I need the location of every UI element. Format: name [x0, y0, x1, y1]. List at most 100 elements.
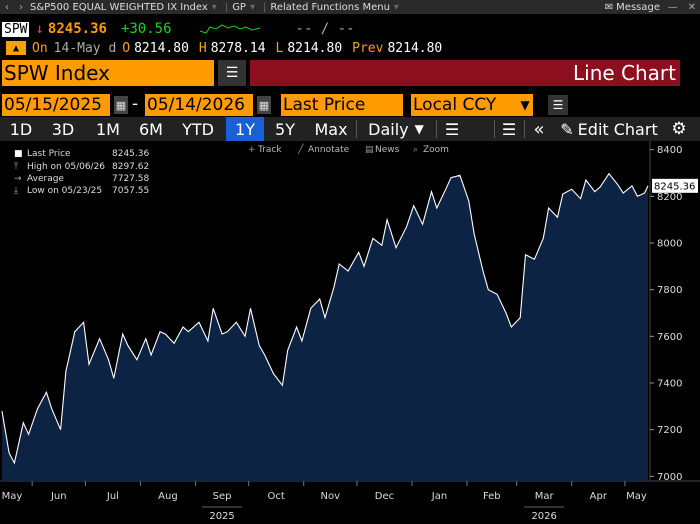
chart-type-title: Line Chart	[250, 60, 680, 86]
tool-track-icon[interactable]: +	[248, 145, 256, 155]
envelope-icon: ✉	[604, 1, 614, 13]
period-1m[interactable]: 1M	[96, 119, 120, 139]
calendar-icon[interactable]: ▦	[114, 96, 128, 114]
period-1y[interactable]: 1Y	[226, 117, 264, 141]
year-label: 2026	[531, 511, 556, 522]
tool-zoom[interactable]: Zoom	[423, 145, 449, 155]
legend-value: 8245.36	[112, 149, 149, 159]
last-value-tag: 8245.36	[654, 181, 695, 192]
period-max[interactable]: Max	[314, 119, 348, 139]
menu-icon[interactable]: ☰	[548, 95, 568, 115]
menu-icon[interactable]: ☰	[444, 119, 460, 139]
end-date-field[interactable]: 05/14/2026	[145, 94, 253, 116]
legend-label: Last Price	[27, 149, 71, 159]
start-date-field[interactable]: 05/15/2025	[2, 94, 110, 116]
tool-annotate[interactable]: Annotate	[308, 145, 350, 155]
quote-row: SPW ↓ 8245.36 +30.56 -- / --	[0, 20, 700, 38]
date-range-row: 05/15/2025 ▦ - 05/14/2026 ▦ Last Price L…	[0, 94, 700, 116]
period-3d[interactable]: 3D	[51, 119, 75, 139]
message-button[interactable]: ✉ Message	[605, 0, 660, 14]
divider: |	[224, 1, 229, 13]
period-6m[interactable]: 6M	[139, 119, 163, 139]
minimize-icon[interactable]: —	[667, 1, 678, 13]
low-value: 8214.80	[287, 40, 343, 56]
collapse-icon[interactable]: «	[533, 118, 545, 140]
edit-chart-label: Edit Chart	[577, 119, 658, 139]
net-change: +30.56	[120, 21, 172, 37]
related-functions-menu[interactable]: Related Functions Menu	[270, 1, 390, 13]
divider	[524, 120, 525, 138]
last-value-tag-bg	[652, 178, 698, 193]
security-row: SPW Index ☰ Line Chart	[0, 60, 700, 86]
chevron-down-icon[interactable]: ▾	[211, 1, 217, 13]
y-tick-label: 8200	[657, 192, 682, 203]
price-chart[interactable]: 7000 7200 7400 7600 7800 8000 8200 8400 8245.36 M…	[0, 141, 700, 524]
frequency-label: Daily	[368, 119, 409, 139]
x-tick-label: Dec	[375, 491, 394, 502]
chevron-right-icon[interactable]: ›	[19, 1, 23, 13]
tool-news-icon[interactable]: ▤	[365, 145, 374, 155]
chart-area[interactable]: 7000 7200 7400 7600 7800 8000 8200 8400 8245.36 M…	[0, 141, 700, 524]
legend-symbol-icon: ⤒	[14, 162, 18, 172]
x-tick-label: Mar	[535, 491, 555, 502]
security-field[interactable]: SPW Index	[2, 60, 214, 86]
period-bar: 1D 3D 1M 6M YTD 1Y 5Y Max Daily ▼ ☰ ☰ « …	[0, 117, 700, 141]
tool-annotate-icon[interactable]: ╱	[297, 143, 304, 155]
y-tick-label: 8400	[657, 145, 682, 156]
alert-icon[interactable]: ▲	[6, 41, 26, 55]
period-ytd[interactable]: YTD	[182, 119, 214, 139]
chevron-down-icon[interactable]: ▼	[517, 94, 533, 116]
legend-box	[2, 147, 152, 201]
prev-label: Prev	[352, 40, 384, 56]
chevron-down-icon[interactable]: ▾	[393, 1, 399, 13]
legend-symbol-icon: ■	[14, 149, 23, 159]
tool-zoom-icon[interactable]: ⌕	[413, 145, 418, 155]
legend-label: High on 05/06/26	[27, 162, 105, 172]
period-1d[interactable]: 1D	[9, 119, 33, 139]
high-label: H	[198, 40, 207, 56]
tool-news[interactable]: News	[375, 145, 400, 155]
period-5y[interactable]: 5Y	[275, 119, 295, 139]
x-tick-label: May	[2, 491, 23, 502]
sparkline-icon	[199, 24, 260, 34]
legend-label: Low on 05/23/25	[27, 186, 102, 196]
bid-ask-placeholder: -- / --	[295, 21, 355, 37]
chevron-down-icon[interactable]: ▾	[249, 1, 255, 13]
tool-track[interactable]: Track	[257, 145, 282, 155]
low-label: L	[275, 40, 284, 56]
gear-icon[interactable]: ⚙	[671, 119, 687, 139]
pencil-icon: ✎	[560, 119, 574, 139]
open-value: 8214.80	[134, 40, 189, 56]
triangle-down-icon: ▼	[414, 122, 424, 136]
field-selector[interactable]: Last Price	[281, 94, 403, 116]
y-tick-label: 7000	[657, 472, 682, 483]
y-tick-label: 7800	[657, 285, 682, 296]
edit-chart-button[interactable]: ✎ Edit Chart	[556, 117, 662, 141]
x-tick-label: Aug	[158, 491, 178, 502]
x-tick-label: Sep	[213, 491, 232, 502]
y-tick-label: 8000	[657, 239, 682, 250]
close-icon[interactable]: ✕	[687, 1, 696, 13]
menu-icon[interactable]: ☰	[501, 119, 517, 139]
function-name[interactable]: GP	[232, 1, 246, 13]
y-tick-label: 7200	[657, 425, 682, 436]
security-menu-button[interactable]: ☰	[218, 60, 246, 86]
divider	[356, 120, 357, 138]
x-tick-label: Jun	[50, 491, 67, 502]
arrow-down-icon: ↓	[35, 21, 44, 37]
divider	[436, 120, 437, 138]
x-tick-label: Jul	[106, 491, 119, 502]
on-label: On	[32, 40, 48, 56]
ohlc-row: ▲ On 14-May d O 8214.80 H 8278.14 L 8214…	[0, 40, 700, 56]
currency-selector[interactable]: Local CCY	[411, 94, 517, 116]
quote-date: 14-May d	[53, 40, 117, 56]
legend-value: 8297.62	[112, 162, 149, 172]
legend-value: 7057.55	[112, 186, 149, 196]
legend-label: Average	[27, 174, 64, 184]
frequency-selector[interactable]: Daily ▼	[360, 117, 432, 141]
chevron-left-icon[interactable]: ‹	[5, 1, 9, 13]
x-tick-label: Oct	[268, 491, 285, 502]
divider	[494, 120, 495, 138]
calendar-icon[interactable]: ▦	[257, 96, 271, 114]
legend-value: 7727.58	[112, 174, 149, 184]
